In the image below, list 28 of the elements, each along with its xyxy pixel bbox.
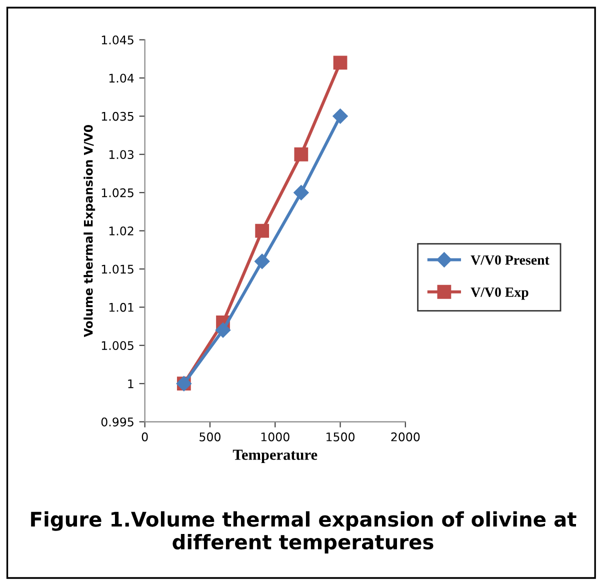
point: [294, 147, 308, 162]
x-axis-title: Temperature: [232, 450, 318, 464]
y-tick-label: 1.03: [109, 150, 134, 160]
x-tick-label: 2000: [391, 432, 420, 442]
x-tick-label: 1000: [261, 432, 290, 442]
y-tick-label: 1.045: [102, 36, 134, 44]
y-tick-label: 1.02: [109, 226, 134, 236]
caption: Figure 1.Volume thermal expansion of olivine at different temperatures: [31, 511, 576, 554]
legend-label: V/V0 Present: [470, 255, 550, 265]
point: [215, 322, 231, 338]
point: [254, 254, 270, 269]
x-tick-label: 1500: [326, 432, 355, 442]
point: [294, 185, 309, 200]
y-tick-label: 1.01: [109, 302, 134, 312]
point: [333, 56, 348, 70]
y-tick-label: 1.025: [102, 188, 134, 198]
point: [255, 224, 270, 238]
y-axis-title: Volume thermal Expansion V/V0: [84, 124, 96, 338]
y-tick-label: 1: [128, 379, 134, 388]
point: [332, 108, 348, 124]
legend-label: V/V0 Exp: [470, 288, 528, 300]
y-tick-label: 1.04: [109, 74, 134, 83]
x-tick-label: 500: [200, 432, 220, 442]
y-tick-label: 1.035: [102, 112, 134, 121]
x-tick-label: 0: [142, 432, 148, 442]
y-tick-label: 1.015: [102, 264, 134, 274]
y-tick-label: 0.995: [101, 418, 134, 426]
y-tick-label: 1.005: [102, 341, 134, 350]
